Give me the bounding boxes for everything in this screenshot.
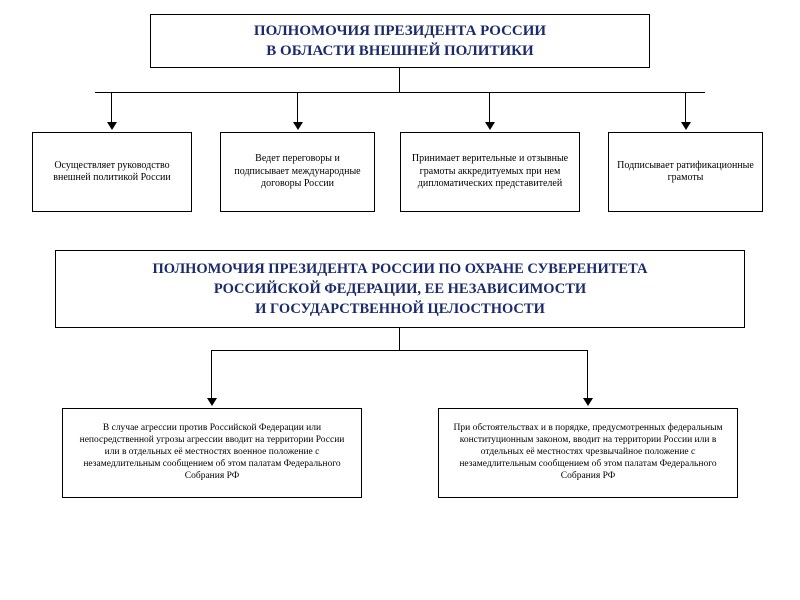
connector: [587, 350, 588, 398]
section2-child-1: При обстоятельствах и в порядке, предусм…: [438, 408, 738, 498]
connector: [399, 68, 400, 92]
connector: [211, 350, 212, 398]
section1-child-3: Подписывает ратификационные грамоты: [608, 132, 763, 212]
section2-child-1-text: При обстоятельствах и в порядке, предусм…: [447, 423, 729, 482]
connector: [95, 92, 705, 93]
section1-child-0-text: Осуществляет руководство внешней политик…: [41, 160, 183, 185]
arrowhead-icon: [207, 398, 217, 406]
arrowhead-icon: [293, 122, 303, 130]
connector: [685, 92, 686, 122]
connector: [111, 92, 112, 122]
section1-title-line1: ПОЛНОМОЧИЯ ПРЕЗИДЕНТА РОССИИ: [254, 21, 546, 41]
section1-child-1: Ведет переговоры и подписывает междунаро…: [220, 132, 375, 212]
connector: [399, 350, 588, 351]
arrowhead-icon: [583, 398, 593, 406]
connector: [489, 92, 490, 122]
section1-child-0: Осуществляет руководство внешней политик…: [32, 132, 192, 212]
section2-child-0: В случае агрессии против Российской Феде…: [62, 408, 362, 498]
section1-child-1-text: Ведет переговоры и подписывает междунаро…: [229, 153, 366, 191]
section2-title-line3: И ГОСУДАРСТВЕННОЙ ЦЕЛОСТНОСТИ: [255, 301, 545, 317]
section1-child-2: Принимает верительные и отзывные грамоты…: [400, 132, 580, 212]
section1-title-line2: В ОБЛАСТИ ВНЕШНЕЙ ПОЛИТИКИ: [254, 41, 546, 61]
connector: [297, 92, 298, 122]
arrowhead-icon: [681, 122, 691, 130]
section2-title-line1: ПОЛНОМОЧИЯ ПРЕЗИДЕНТА РОССИИ ПО ОХРАНЕ С…: [152, 261, 647, 277]
section2-child-0-text: В случае агрессии против Российской Феде…: [71, 423, 353, 482]
section2-title-line2: РОССИЙСКОЙ ФЕДЕРАЦИИ, ЕЕ НЕЗАВИСИМОСТИ: [214, 281, 586, 297]
section1-title-box: ПОЛНОМОЧИЯ ПРЕЗИДЕНТА РОССИИ В ОБЛАСТИ В…: [150, 14, 650, 68]
arrowhead-icon: [107, 122, 117, 130]
connector: [399, 328, 400, 350]
connector: [211, 350, 400, 351]
section1-child-2-text: Принимает верительные и отзывные грамоты…: [409, 153, 571, 191]
section1-child-3-text: Подписывает ратификационные грамоты: [617, 160, 754, 185]
section2-title-box: ПОЛНОМОЧИЯ ПРЕЗИДЕНТА РОССИИ ПО ОХРАНЕ С…: [55, 250, 745, 328]
arrowhead-icon: [485, 122, 495, 130]
